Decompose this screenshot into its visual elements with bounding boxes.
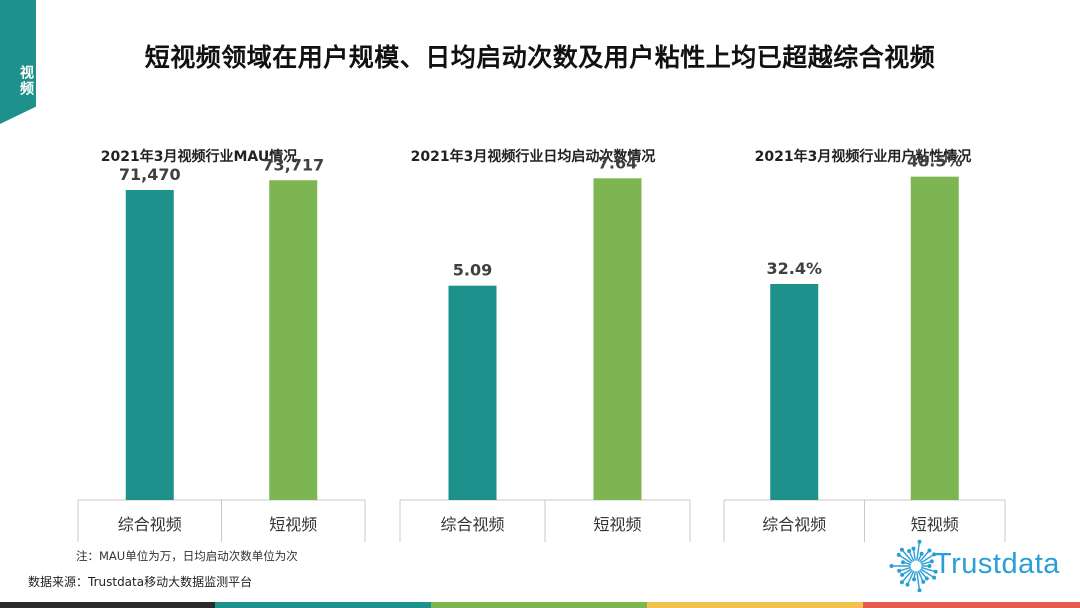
starburst-dot: [933, 569, 938, 574]
starburst-ray: [907, 570, 915, 584]
starburst-ray: [916, 571, 920, 590]
category-label: 综合视频: [118, 515, 182, 534]
starburst-dot: [927, 548, 932, 553]
starburst-dot: [897, 568, 902, 573]
chart-title: 2021年3月视频行业日均启动次数情况: [411, 148, 656, 165]
starburst-ray: [921, 561, 932, 566]
starburst-icon: [889, 539, 938, 592]
starburst-dot: [917, 588, 922, 592]
data-label: 73,717: [262, 155, 324, 174]
category-label: 短视频: [911, 515, 959, 534]
starburst-dot: [899, 580, 904, 585]
strip-segment: [431, 602, 647, 608]
starburst-ray: [899, 566, 911, 572]
starburst-dot: [932, 552, 937, 557]
category-label: 短视频: [269, 515, 317, 534]
data-label: 5.09: [453, 261, 492, 280]
color-strip: [0, 602, 1080, 608]
starburst-ray: [903, 561, 911, 566]
starburst-dot: [924, 576, 929, 581]
strip-segment: [863, 602, 1080, 608]
starburst-dot: [899, 547, 904, 552]
starburst-dot: [912, 577, 917, 582]
starburst-dot: [896, 552, 901, 557]
starburst-ray: [921, 566, 935, 573]
starburst-ray: [902, 550, 913, 563]
starburst-dot: [929, 559, 934, 564]
starburst-dot: [917, 539, 922, 544]
bar-comprehensive-video: [125, 190, 174, 500]
starburst-ray: [913, 571, 916, 579]
bar-short-video: [593, 178, 642, 500]
data-label: 32.4%: [766, 259, 822, 278]
category-label: 短视频: [593, 515, 641, 534]
bar-comprehensive-video: [770, 284, 819, 500]
starburst-ray: [899, 555, 912, 564]
chart-title: 2021年3月视频行业用户粘性情况: [755, 148, 972, 165]
starburst-ray: [902, 568, 912, 575]
starburst-dot: [927, 564, 932, 569]
bar-short-video: [910, 176, 959, 500]
data-label: 7.64: [598, 153, 637, 172]
starburst-dot: [932, 575, 937, 580]
starburst-ray: [916, 542, 920, 561]
section-tag: 视频: [0, 0, 36, 124]
starburst-dot: [889, 564, 894, 569]
unit-note: 注：MAU单位为万，日均启动次数单位为次: [76, 549, 298, 563]
trustdata-logo: Trustdata: [888, 536, 1068, 592]
starburst-dot: [901, 560, 906, 565]
chart-title: 2021年3月视频行业MAU情况: [101, 148, 297, 165]
starburst-ray: [917, 570, 924, 582]
starburst-dot: [905, 582, 910, 587]
starburst-ray: [920, 554, 934, 564]
starburst-ray: [909, 551, 915, 562]
strip-segment: [215, 602, 431, 608]
category-label: 综合视频: [440, 515, 504, 534]
starburst-ray: [913, 549, 916, 561]
starburst-ray: [917, 554, 922, 562]
logo-text: Trustdata: [934, 548, 1060, 580]
page-title: 短视频领域在用户规模、日均启动次数及用户粘性上均已超越综合视频: [144, 43, 936, 72]
category-label: 综合视频: [762, 515, 826, 534]
starburst-dot: [911, 546, 916, 551]
starburst-ray: [919, 569, 927, 579]
starburst-ray: [920, 568, 934, 578]
starburst-ray: [902, 569, 913, 582]
strip-segment: [647, 602, 863, 608]
bar-short-video: [269, 180, 318, 500]
data-label: 48.5%: [907, 152, 963, 171]
data-source: 数据来源：Trustdata移动大数据监测平台: [28, 575, 253, 589]
bar-comprehensive-video: [448, 285, 497, 500]
starburst-dot: [907, 548, 912, 553]
starburst-dot: [919, 551, 924, 556]
starburst-ray: [919, 550, 930, 563]
starburst-dot: [900, 572, 905, 577]
strip-segment: [0, 602, 215, 608]
data-label: 71,470: [119, 165, 181, 184]
starburst-dot: [921, 579, 926, 584]
